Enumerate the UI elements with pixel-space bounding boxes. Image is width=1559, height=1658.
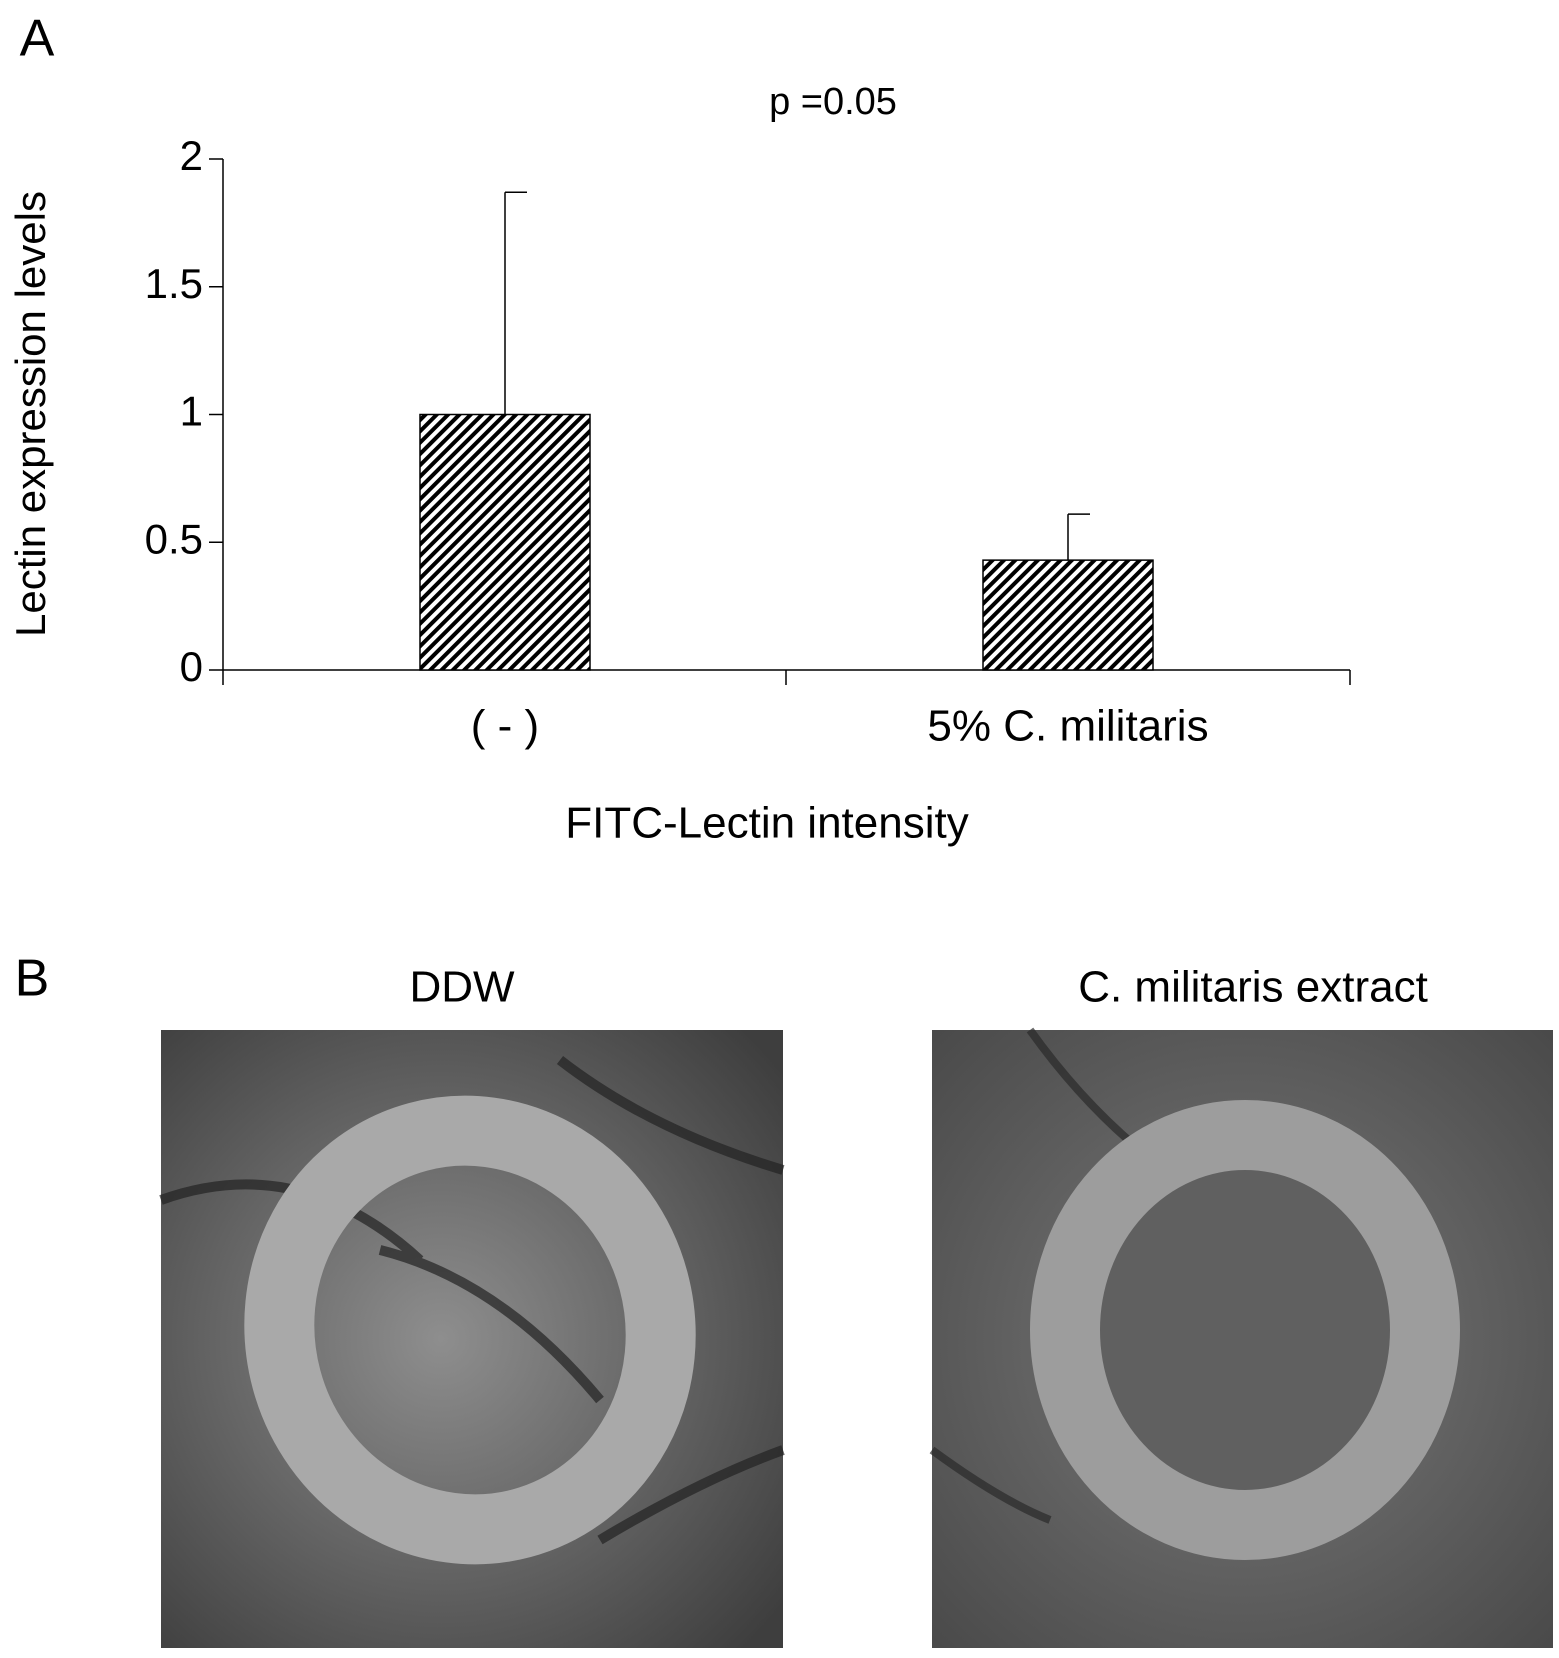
image-title: DDW [409,963,515,1012]
x-tick-label: ( - ) [471,702,539,751]
y-tick-label: 1.5 [145,260,203,307]
panel-label: A [20,10,55,68]
bar [419,413,591,671]
y-tick-label: 2 [180,132,203,179]
y-axis-label: Lectin expression levels [7,191,54,637]
panel-label: B [15,950,50,1008]
image-title: C. militaris extract [1078,963,1428,1012]
photo [929,1027,1553,1648]
annotation: p =0.05 [769,81,897,123]
error-bar [504,191,527,415]
photo [159,1030,785,1648]
y-tick-label: 1 [180,388,203,435]
y-tick-label: 0 [180,643,203,690]
error-bar [1067,513,1090,561]
bar [982,559,1154,671]
y-tick-label: 0.5 [145,515,203,562]
x-tick-label: 5% C. militaris [927,702,1208,751]
x-axis-label: FITC-Lectin intensity [565,799,968,848]
